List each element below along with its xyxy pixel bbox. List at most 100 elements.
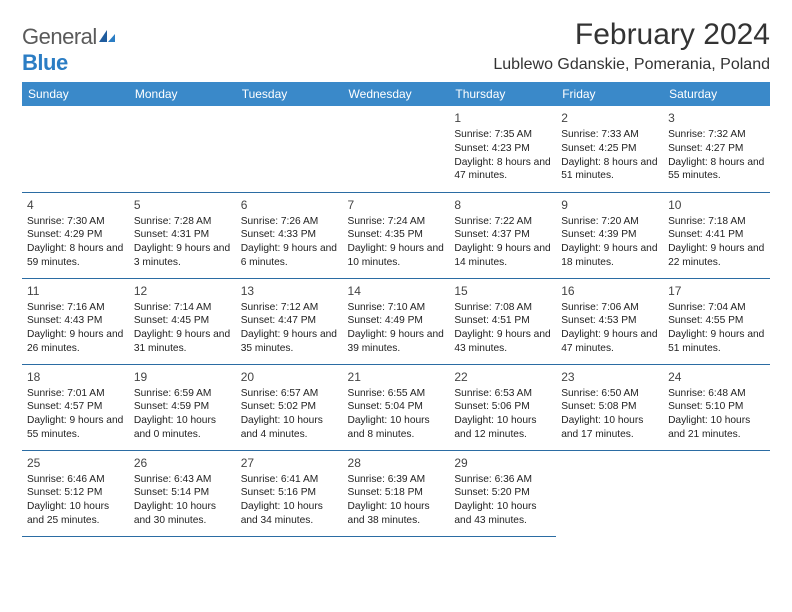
sunrise-text: Sunrise: 7:12 AM: [241, 301, 338, 315]
sunrise-text: Sunrise: 6:36 AM: [454, 473, 551, 487]
sunrise-text: Sunrise: 7:26 AM: [241, 215, 338, 229]
day-cell: 26Sunrise: 6:43 AMSunset: 5:14 PMDayligh…: [129, 450, 236, 536]
day-header: Friday: [556, 82, 663, 106]
daylight-text: Daylight: 10 hours and 0 minutes.: [134, 414, 231, 442]
sunrise-text: Sunrise: 6:55 AM: [348, 387, 445, 401]
day-cell: 22 Sunrise: 6:53 AMSunset: 5:06 PMDayligh…: [449, 364, 556, 450]
logo-word-1: General: [22, 24, 97, 49]
daylight-text: Daylight: 10 hours and 4 minutes.: [241, 414, 338, 442]
sunset-text: Sunset: 4:47 PM: [241, 314, 338, 328]
daylight-text: Daylight: 10 hours and 43 minutes.: [454, 500, 551, 528]
daylight-text: Daylight: 9 hours and 35 minutes.: [241, 328, 338, 356]
sunset-text: Sunset: 4:45 PM: [134, 314, 231, 328]
daylight-text: Daylight: 9 hours and 39 minutes.: [348, 328, 445, 356]
sunrise-text: Sunrise: 7:35 AM: [454, 128, 551, 142]
day-number: 15: [454, 283, 551, 299]
daylight-text: Daylight: 9 hours and 47 minutes.: [561, 328, 658, 356]
sunset-text: Sunset: 4:25 PM: [561, 142, 658, 156]
day-number: 26: [134, 455, 231, 471]
day-header: Monday: [129, 82, 236, 106]
day-number: 25: [27, 455, 124, 471]
day-cell: 6Sunrise: 7:26 AMSunset: 4:33 PMDaylight…: [236, 192, 343, 278]
day-cell: 7Sunrise: 7:24 AMSunset: 4:35 PMDaylight…: [343, 192, 450, 278]
daylight-text: Daylight: 10 hours and 21 minutes.: [668, 414, 765, 442]
sunset-text: Sunset: 5:02 PM: [241, 400, 338, 414]
day-number: 19: [134, 369, 231, 385]
day-number: 18: [27, 369, 124, 385]
day-header: Thursday: [449, 82, 556, 106]
daylight-text: Daylight: 10 hours and 17 minutes.: [561, 414, 658, 442]
week-row: 11 Sunrise: 7:16 AMSunset: 4:43 PM Dayligh…: [22, 278, 770, 364]
day-cell: 21Sunrise: 6:55 AMSunset: 5:04 PMDayligh…: [343, 364, 450, 450]
day-number: 24: [668, 369, 765, 385]
sunset-text: Sunset: 4:43 PM: [27, 314, 124, 328]
day-cell: 23Sunrise: 6:50 AMSunset: 5:08 PMDayligh…: [556, 364, 663, 450]
day-cell: 16 Sunrise: 7:06 AMSunset: 4:53 PMDayligh…: [556, 278, 663, 364]
sunset-text: Sunset: 4:49 PM: [348, 314, 445, 328]
day-number: 4: [27, 197, 124, 213]
sunrise-text: Sunrise: 7:16 AM: [27, 301, 124, 315]
day-cell: 25Sunrise: 6:46 AMSunset: 5:12 PMDayligh…: [22, 450, 129, 536]
day-number: 16: [561, 283, 658, 299]
day-cell: [343, 106, 450, 192]
logo-text: General Blue: [22, 24, 117, 76]
day-number: 29: [454, 455, 551, 471]
sunrise-text: Sunrise: 7:33 AM: [561, 128, 658, 142]
day-header: Wednesday: [343, 82, 450, 106]
sunset-text: Sunset: 5:10 PM: [668, 400, 765, 414]
daylight-text: Daylight: 10 hours and 12 minutes.: [454, 414, 551, 442]
day-cell: 12Sunrise: 7:14 AMSunset: 4:45 PMDayligh…: [129, 278, 236, 364]
sunrise-text: Sunrise: 7:06 AM: [561, 301, 658, 315]
sunset-text: Sunset: 5:12 PM: [27, 486, 124, 500]
sunset-text: Sunset: 5:14 PM: [134, 486, 231, 500]
month-title: February 2024: [493, 18, 770, 52]
day-number: 21: [348, 369, 445, 385]
sunset-text: Sunset: 4:51 PM: [454, 314, 551, 328]
daylight-text: Daylight: 9 hours and 6 minutes.: [241, 242, 338, 270]
sunset-text: Sunset: 4:37 PM: [454, 228, 551, 242]
sunrise-text: Sunrise: 6:43 AM: [134, 473, 231, 487]
day-number: 23: [561, 369, 658, 385]
sunset-text: Sunset: 4:59 PM: [134, 400, 231, 414]
day-number: 22: [454, 369, 551, 385]
sunset-text: Sunset: 4:53 PM: [561, 314, 658, 328]
day-number: 11: [27, 283, 124, 299]
sunrise-text: Sunrise: 6:41 AM: [241, 473, 338, 487]
location-text: Lublewo Gdanskie, Pomerania, Poland: [493, 56, 770, 74]
week-row: 25 Sunrise: 6:46 AMSunset: 5:12 PM Dayligh…: [22, 450, 770, 536]
sunrise-text: Sunrise: 6:46 AM: [27, 473, 124, 487]
day-cell: 4Sunrise: 7:30 AMSunset: 4:29 PMDaylight…: [22, 192, 129, 278]
sunrise-text: Sunrise: 7:04 AM: [668, 301, 765, 315]
header: General Blue February 2024 Lublewo Gdans…: [22, 18, 770, 76]
sunset-text: Sunset: 5:06 PM: [454, 400, 551, 414]
daylight-text: Daylight: 9 hours and 18 minutes.: [561, 242, 658, 270]
day-cell: 2Sunrise: 7:33 AMSunset: 4:25 PMDaylight…: [556, 106, 663, 192]
logo: General Blue: [22, 24, 117, 76]
day-number: 12: [134, 283, 231, 299]
sunrise-text: Sunrise: 7:14 AM: [134, 301, 231, 315]
day-number: 3: [668, 110, 765, 126]
sunset-text: Sunset: 4:23 PM: [454, 142, 551, 156]
daylight-text: Daylight: 9 hours and 22 minutes.: [668, 242, 765, 270]
day-cell: 18Sunrise: 7:01 AMSunset: 4:57 PMDayligh…: [22, 364, 129, 450]
sunset-text: Sunset: 5:04 PM: [348, 400, 445, 414]
daylight-text: Daylight: 8 hours and 55 minutes.: [668, 156, 765, 184]
day-cell: 17Sunrise: 7:04 AMSunset: 4:55 PMDayligh…: [663, 278, 770, 364]
sunrise-text: Sunrise: 6:53 AM: [454, 387, 551, 401]
sunrise-text: Sunrise: 7:18 AM: [668, 215, 765, 229]
week-row: 4Sunrise: 7:30 AMSunset: 4:29 PMDaylight…: [22, 192, 770, 278]
day-number: 9: [561, 197, 658, 213]
sunrise-text: Sunrise: 7:30 AM: [27, 215, 124, 229]
day-header: Tuesday: [236, 82, 343, 106]
day-cell: 5Sunrise: 7:28 AMSunset: 4:31 PMDaylight…: [129, 192, 236, 278]
daylight-text: Daylight: 9 hours and 10 minutes.: [348, 242, 445, 270]
day-cell: 14Sunrise: 7:10 AMSunset: 4:49 PMDayligh…: [343, 278, 450, 364]
day-cell: [129, 106, 236, 192]
day-header-row: Sunday Monday Tuesday Wednesday Thursday…: [22, 82, 770, 106]
sunrise-text: Sunrise: 6:59 AM: [134, 387, 231, 401]
logo-word-2: Blue: [22, 50, 68, 75]
daylight-text: Daylight: 9 hours and 55 minutes.: [27, 414, 124, 442]
day-cell: 13Sunrise: 7:12 AMSunset: 4:47 PMDayligh…: [236, 278, 343, 364]
sunset-text: Sunset: 4:55 PM: [668, 314, 765, 328]
day-cell: 10Sunrise: 7:18 AMSunset: 4:41 PMDayligh…: [663, 192, 770, 278]
